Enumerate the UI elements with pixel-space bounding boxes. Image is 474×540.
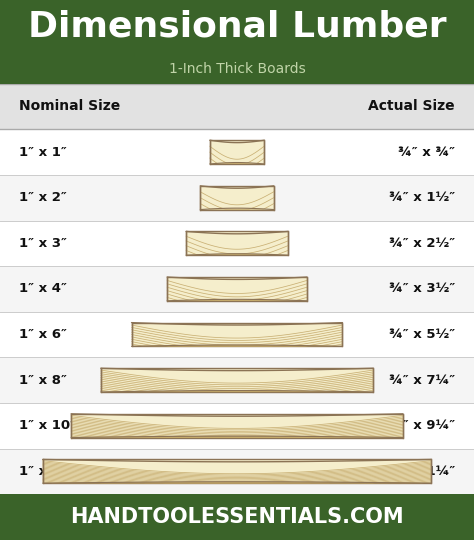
Text: 1″ x 4″: 1″ x 4″ [19,282,67,295]
Text: 1″ x 12″: 1″ x 12″ [19,465,76,478]
FancyBboxPatch shape [43,460,431,483]
Text: Actual Size: Actual Size [368,99,455,113]
Text: 1-Inch Thick Boards: 1-Inch Thick Boards [169,62,305,76]
Text: HANDTOOLESSENTIALS.COM: HANDTOOLESSENTIALS.COM [70,507,404,527]
Bar [0,266,474,312]
Text: ¾″ x 3½″: ¾″ x 3½″ [389,282,455,295]
Text: 1″ x 3″: 1″ x 3″ [19,237,67,250]
FancyBboxPatch shape [100,368,373,392]
Text: ¾″ x 2½″: ¾″ x 2½″ [389,237,455,250]
Text: 1″ x 10″: 1″ x 10″ [19,419,76,432]
Bar [0,403,474,449]
FancyBboxPatch shape [186,232,288,255]
FancyBboxPatch shape [71,414,403,437]
Bar [0,129,474,175]
Text: 1″ x 2″: 1″ x 2″ [19,191,67,204]
Text: ¾″ x 1½″: ¾″ x 1½″ [389,191,455,204]
Text: Dimensional Lumber: Dimensional Lumber [27,10,447,44]
Text: 1″ x 8″: 1″ x 8″ [19,374,67,387]
Text: ¾″ x 9¼″: ¾″ x 9¼″ [389,419,455,432]
Text: Nominal Size: Nominal Size [19,99,120,113]
Bar [0,449,474,494]
FancyBboxPatch shape [131,322,342,346]
Bar [0,84,474,129]
Bar [0,175,474,220]
Text: ¾″ x 5½″: ¾″ x 5½″ [389,328,455,341]
Text: ¾″ x 7¼″: ¾″ x 7¼″ [389,374,455,387]
Bar [0,312,474,357]
Text: 1″ x 6″: 1″ x 6″ [19,328,67,341]
Bar [0,357,474,403]
FancyBboxPatch shape [167,277,307,301]
FancyBboxPatch shape [210,140,264,164]
Bar [0,220,474,266]
Text: ¾″ x 11¼″: ¾″ x 11¼″ [380,465,455,478]
Text: ¾″ x ¾″: ¾″ x ¾″ [398,146,455,159]
FancyBboxPatch shape [200,186,274,210]
Text: 1″ x 1″: 1″ x 1″ [19,146,67,159]
